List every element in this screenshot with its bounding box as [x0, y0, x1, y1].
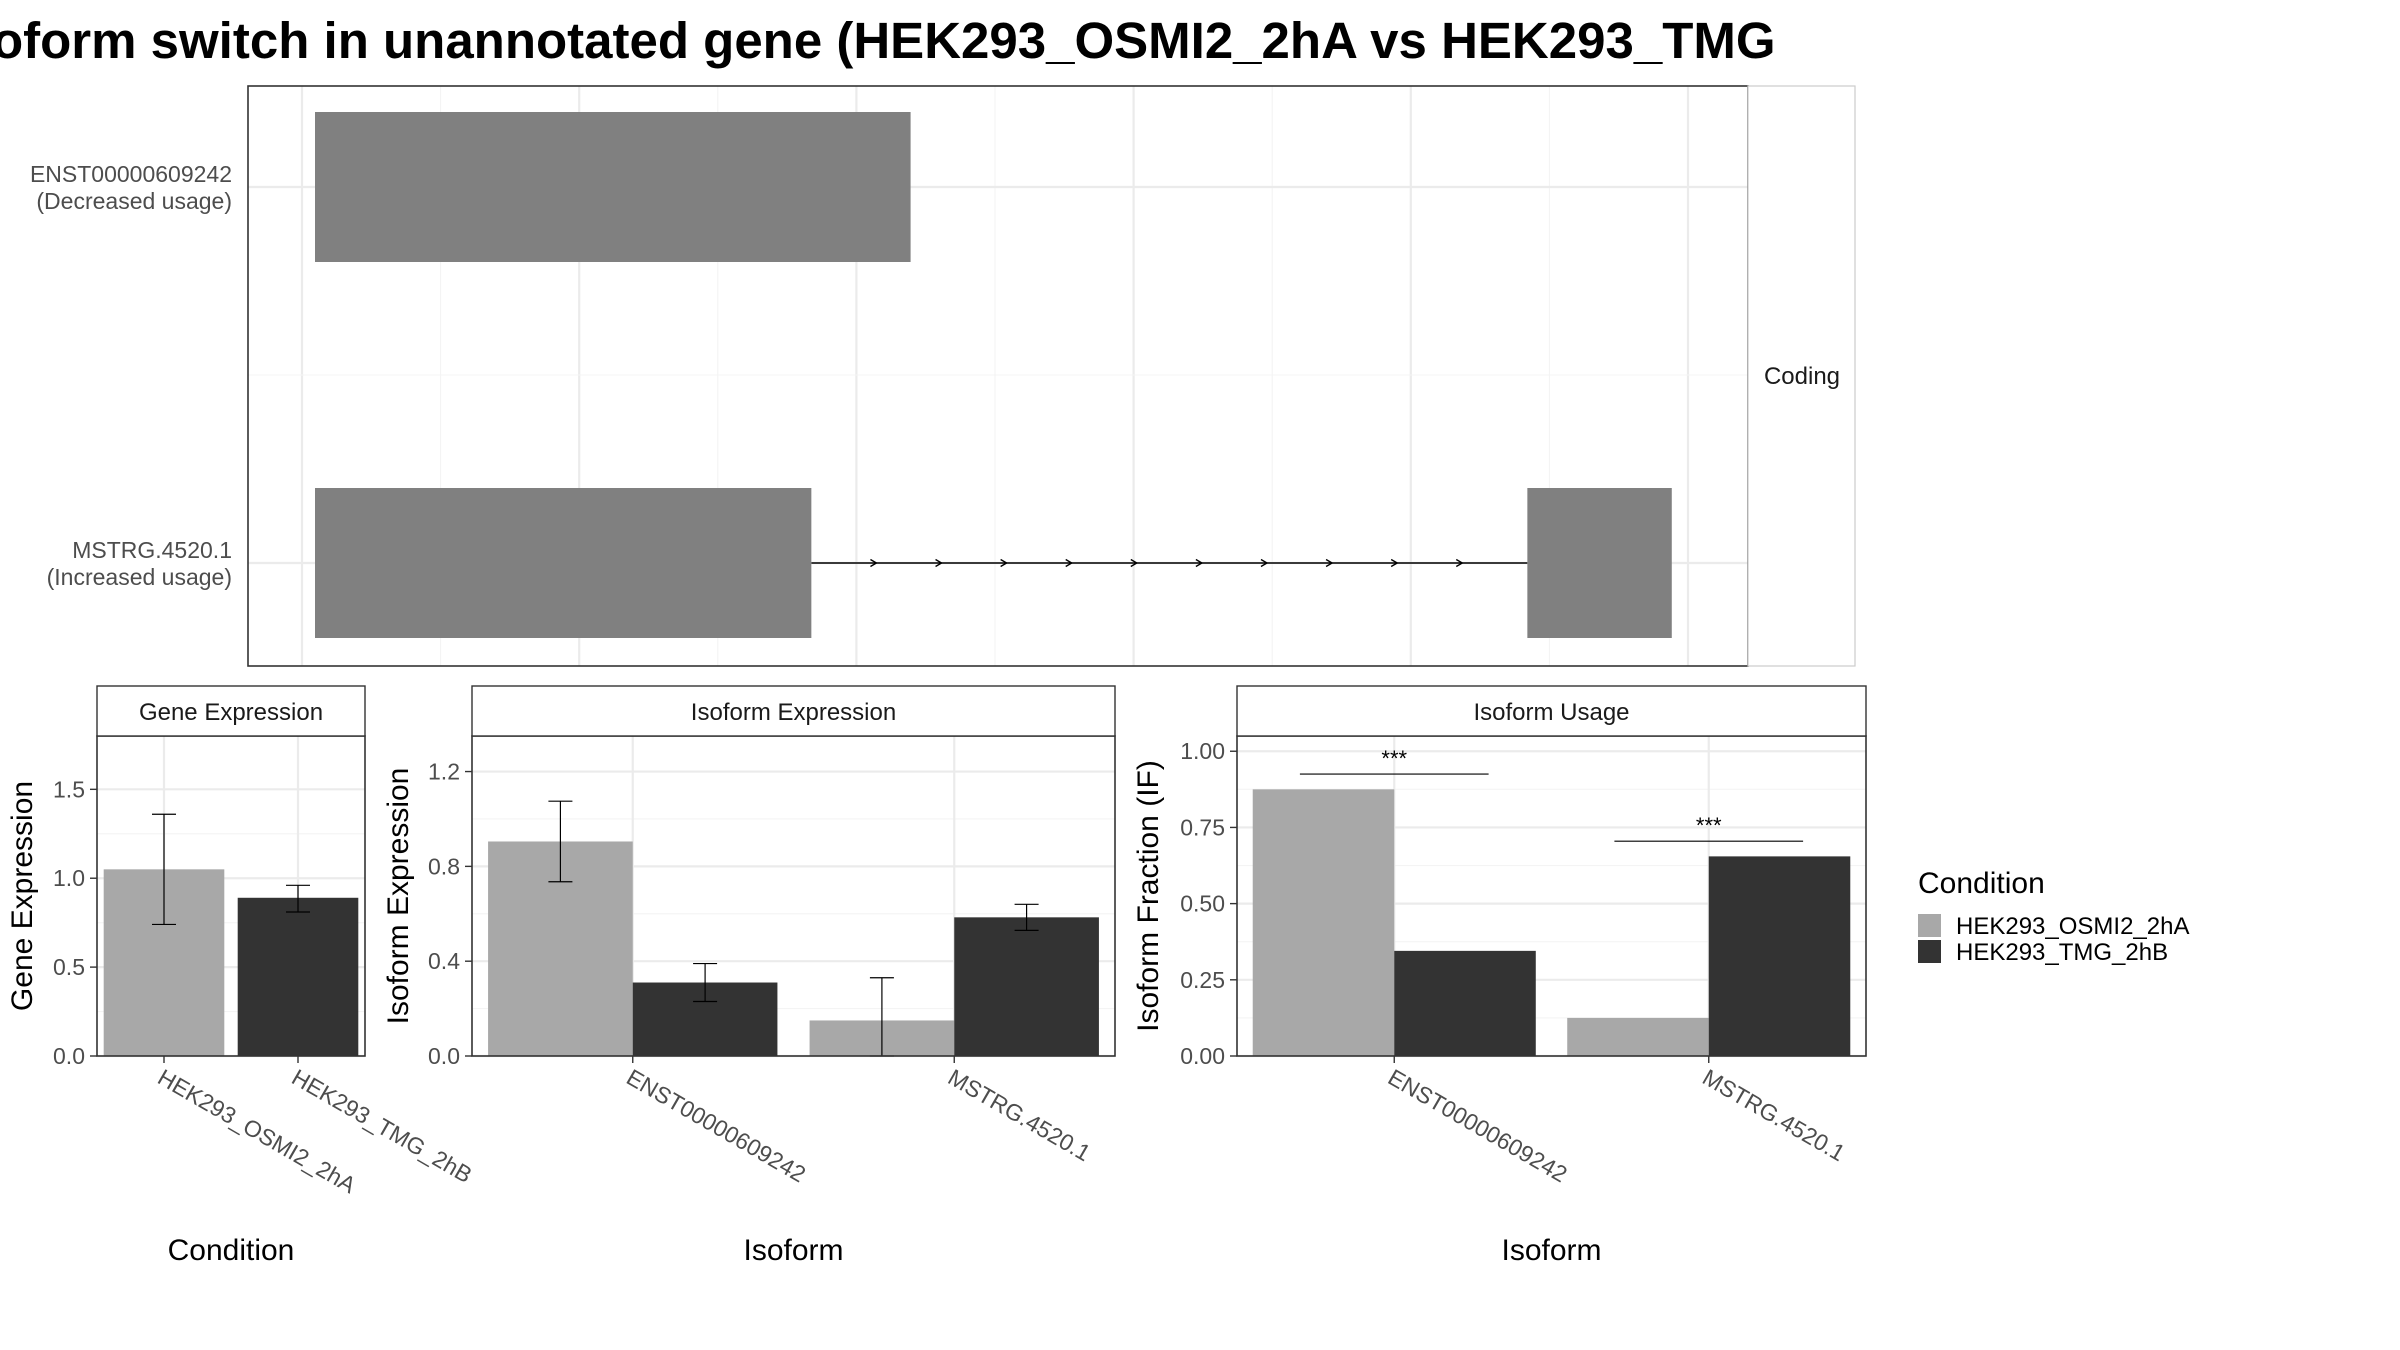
legend-entry-label: HEK293_OSMI2_2hA	[1956, 913, 2189, 940]
y-tick-label: 1.0	[53, 865, 85, 891]
intron-direction-arrow	[1195, 558, 1204, 568]
facet-strip	[1747, 85, 1856, 667]
facet-strip	[471, 685, 1116, 737]
y-tick-label: 0.25	[1180, 967, 1225, 993]
bar	[1708, 856, 1851, 1056]
transcript-label-name: ENST00000609242	[30, 161, 232, 187]
error-bar	[1014, 903, 1039, 931]
facet-strip	[1236, 685, 1867, 737]
legend-swatch	[1918, 914, 1941, 937]
figure-title: oform switch in unannotated gene (HEK293…	[0, 12, 1776, 69]
transcript-track: MSTRG.4520.1(Increased usage)	[47, 488, 1672, 638]
x-axis-title: Isoform	[1501, 1234, 1601, 1267]
y-tick-label: 1.5	[53, 776, 85, 802]
facet-strip	[96, 685, 366, 737]
transcript-track: ENST00000609242(Decreased usage)	[30, 112, 911, 262]
bar-panel: *** *** Isoform Usage 0.00 0.25 0.50 0.75 1.00 E…	[1132, 685, 1867, 1267]
intron-direction-arrow	[1455, 558, 1464, 568]
bar	[1252, 789, 1395, 1056]
y-tick-label: 0.50	[1180, 891, 1225, 917]
legend-title: Condition	[1918, 867, 2045, 900]
bar-panel: Isoform Expression 0.0 0.4 0.8 1.2 ENST000006…	[382, 685, 1116, 1267]
intron-direction-arrow	[1260, 558, 1269, 568]
transcript-label-usage: (Decreased usage)	[36, 188, 232, 214]
y-tick-label: 0.4	[428, 948, 460, 974]
intron-direction-arrow	[1325, 558, 1334, 568]
y-axis-title: Isoform Fraction (IF)	[1132, 760, 1165, 1032]
intron-direction-arrow	[1390, 558, 1399, 568]
bar-chart-panels: Gene Expression0.00.51.01.5HEK293_OSMI2_…	[6, 685, 1867, 1267]
intron-direction-arrow	[935, 558, 943, 568]
y-axis-title: Isoform Expression	[382, 768, 415, 1025]
transcript-label-name: MSTRG.4520.1	[72, 537, 232, 563]
exon-block	[315, 488, 812, 638]
exon-block	[1527, 488, 1672, 638]
y-tick-label: 0.0	[428, 1043, 460, 1069]
bar	[1394, 950, 1536, 1056]
transcript-structure-panel: ENST00000609242(Decreased usage) MSTRG.45…	[30, 85, 1856, 667]
significance-label: ***	[1696, 813, 1722, 838]
x-axis-title: Condition	[168, 1234, 295, 1267]
x-axis-title: Isoform	[743, 1234, 843, 1267]
facet-label-coding: Coding	[1764, 363, 1840, 390]
x-tick-label: ENST00000609242	[622, 1064, 810, 1188]
error-bar	[152, 813, 176, 926]
y-tick-label: 0.0	[53, 1043, 85, 1069]
x-tick-label: ENST00000609242	[1384, 1064, 1572, 1188]
error-bar	[693, 962, 718, 1003]
error-bar	[286, 884, 310, 913]
intron-direction-arrow	[1065, 558, 1074, 568]
legend-swatch	[1918, 940, 1941, 963]
x-tick-label: MSTRG.4520.1	[944, 1064, 1095, 1166]
error-bar	[548, 800, 573, 883]
intron-direction-arrow	[1130, 558, 1139, 568]
y-tick-label: 0.00	[1180, 1043, 1225, 1069]
facet-strip-label: Isoform Expression	[691, 699, 896, 726]
bar	[954, 917, 1099, 1056]
intron-direction-arrow	[1000, 558, 1009, 568]
y-tick-label: 0.8	[428, 853, 460, 879]
x-tick-label: MSTRG.4520.1	[1698, 1064, 1849, 1166]
y-tick-label: 1.00	[1180, 738, 1225, 764]
exon-block	[315, 112, 911, 262]
intron-direction-arrow	[870, 558, 878, 568]
transcript-label-usage: (Increased usage)	[47, 564, 232, 590]
legend-entry-label: HEK293_TMG_2hB	[1956, 939, 2168, 966]
y-tick-label: 1.2	[428, 759, 460, 785]
bar	[237, 897, 359, 1056]
facet-strip-label: Isoform Usage	[1473, 699, 1629, 726]
y-tick-label: 0.75	[1180, 814, 1225, 840]
y-axis-title: Gene Expression	[6, 781, 39, 1011]
facet-strip-label: Gene Expression	[139, 699, 323, 726]
significance-label: ***	[1381, 746, 1407, 771]
bar	[1567, 1017, 1709, 1056]
y-tick-label: 0.5	[53, 954, 85, 980]
